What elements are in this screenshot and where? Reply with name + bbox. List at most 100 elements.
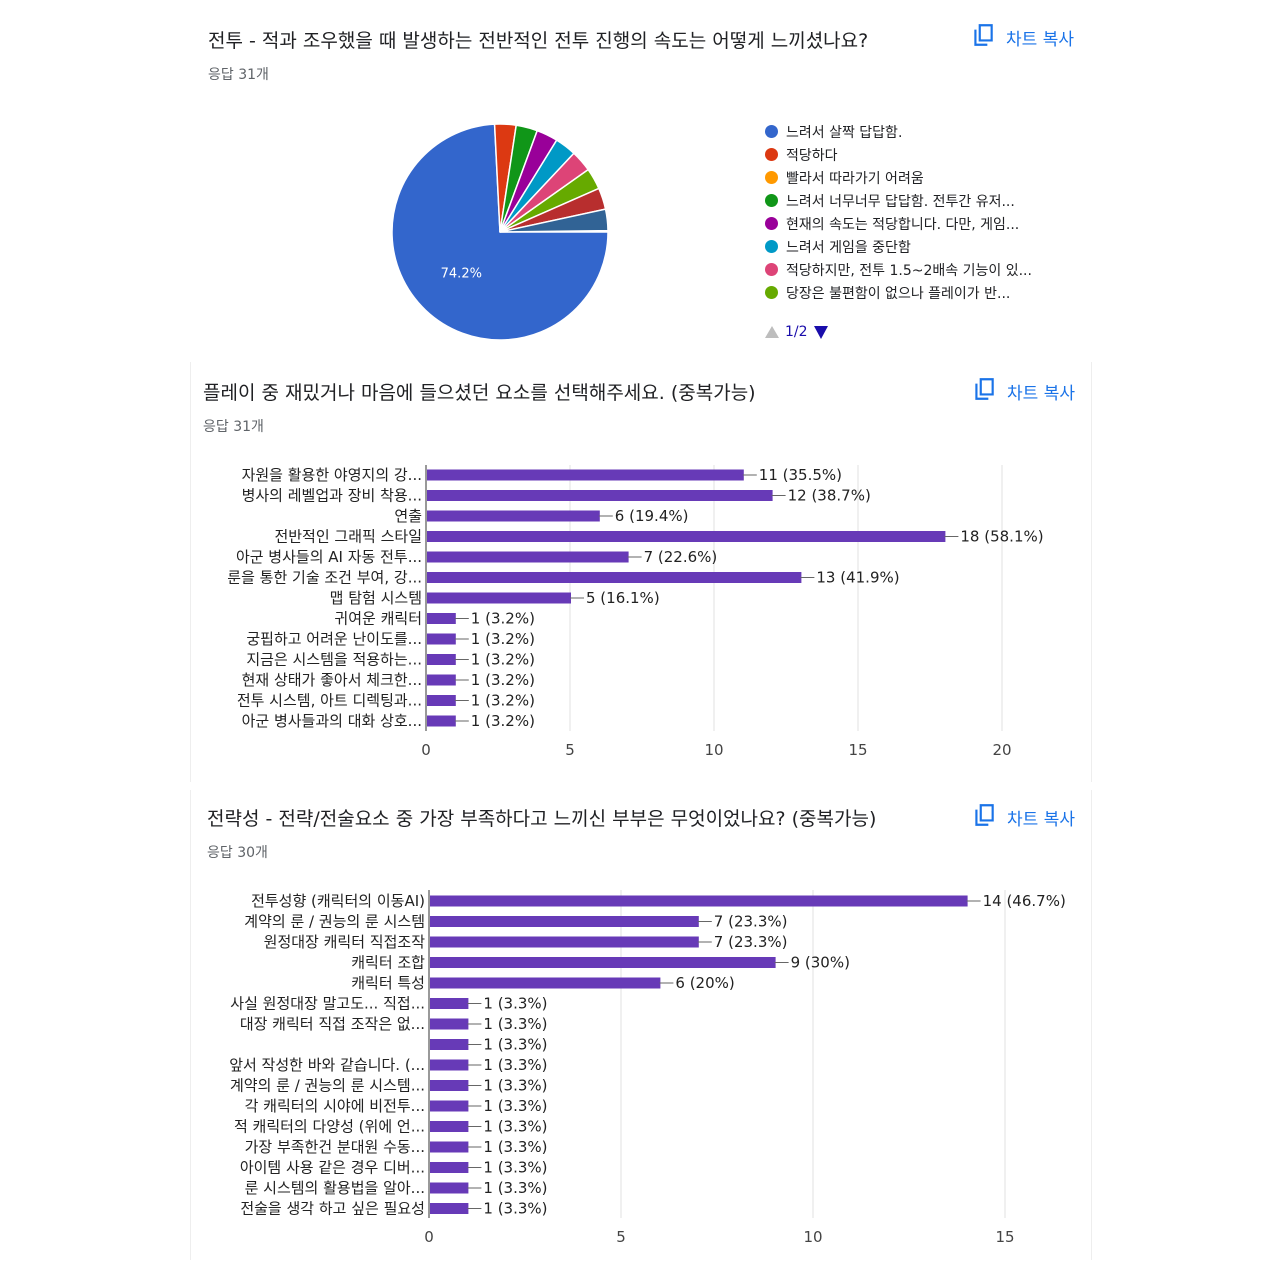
bar: [427, 695, 456, 706]
bar: [430, 1182, 469, 1194]
bar-data-label: 14 (46.7%): [983, 892, 1066, 910]
bar: [427, 613, 456, 624]
copy-chart-label: 차트 복사: [1007, 384, 1075, 404]
legend-swatch: [765, 171, 778, 184]
copy-chart-button[interactable]: 차트 복사: [971, 376, 1075, 407]
pager-down-icon[interactable]: [813, 325, 828, 339]
copy-icon: [971, 802, 997, 833]
pager-up-icon[interactable]: [765, 326, 779, 338]
bar: [430, 1141, 469, 1153]
category-label: 원정대장 캐릭터 직접조작: [264, 933, 426, 951]
category-label: 사실 원정대장 말고도... 직접...: [230, 995, 425, 1013]
bar: [427, 715, 456, 727]
pie-legend: 느려서 살짝 답답함. 적당하다 빨라서 따라가기 어려움 느려서 너무너무 답답함.…: [765, 120, 1032, 304]
bar-data-label: 1 (3.2%): [471, 651, 535, 669]
pie-chart: 74.2%: [390, 122, 610, 342]
bar-data-label: 1 (3.3%): [483, 995, 547, 1013]
bar-data-label: 1 (3.2%): [471, 610, 535, 628]
bar: [430, 998, 469, 1009]
x-tick-label: 15: [848, 741, 867, 759]
legend-item: 현재의 속도는 적당합니다. 다만, 게임...: [765, 212, 1032, 235]
x-tick-label: 0: [421, 741, 431, 759]
bar: [427, 592, 571, 604]
question-card-strategy: 전략성 - 전략/전술요소 중 가장 부족하다고 느끼신 부부은 무엇이었나요?…: [190, 790, 1092, 1260]
question-card-favorites: 플레이 중 재밌거나 마음에 들으셨던 요소를 선택해주세요. (중복가능) 응…: [190, 362, 1092, 782]
category-label: 대장 캐릭터 직접 조작은 없...: [240, 1015, 425, 1033]
bar: [430, 1121, 469, 1132]
bar: [430, 1100, 469, 1112]
bar: [427, 674, 456, 686]
copy-chart-button[interactable]: 차트 복사: [971, 802, 1075, 833]
bar: [427, 490, 773, 501]
x-tick-label: 5: [616, 1228, 626, 1246]
bar-data-label: 1 (3.2%): [471, 712, 535, 730]
x-tick-label: 0: [424, 1228, 434, 1246]
legend-swatch: [765, 148, 778, 161]
bar: [427, 531, 946, 542]
bar-data-label: 1 (3.2%): [471, 630, 535, 648]
category-label: 귀여운 캐릭터: [334, 610, 422, 628]
category-label: 계약의 룬 / 권능의 룬 시스템...: [230, 1077, 425, 1095]
bar: [430, 977, 661, 989]
bar-data-label: 1 (3.3%): [483, 1138, 547, 1156]
category-label: 룬 시스템의 활용법을 알아...: [245, 1179, 425, 1197]
category-label: 아군 병사들의 AI 자동 전투...: [236, 548, 422, 566]
bar-data-label: 1 (3.3%): [483, 1056, 547, 1074]
bar-data-label: 11 (35.5%): [759, 466, 842, 484]
bar: [430, 895, 968, 907]
bar-data-label: 7 (23.3%): [714, 913, 788, 931]
response-count: 응답 31개: [208, 67, 269, 83]
copy-icon: [971, 376, 997, 407]
category-label: 전반적인 그래픽 스타일: [274, 528, 422, 546]
bar-data-label: 9 (30%): [791, 954, 850, 972]
bar-data-label: 7 (23.3%): [714, 933, 788, 951]
legend-pager: 1/2: [765, 324, 828, 340]
question-card-speed: 전투 - 적과 조우했을 때 발생하는 전반적인 전투 진행의 속도는 어떻게 …: [190, 0, 1090, 350]
copy-chart-label: 차트 복사: [1006, 30, 1074, 50]
bar: [427, 572, 802, 583]
bar-data-label: 7 (22.6%): [644, 548, 718, 566]
category-label: 적 캐릭터의 다양성 (위에 언...: [234, 1118, 425, 1136]
bar: [427, 551, 629, 563]
category-label: 아군 병사들과의 대화 상호...: [242, 712, 422, 730]
legend-label: 느려서 게임을 중단함: [786, 239, 911, 256]
legend-swatch: [765, 194, 778, 207]
bar: [430, 1018, 469, 1030]
pager-label: 1/2: [785, 324, 808, 340]
bar-data-label: 6 (20%): [675, 974, 734, 992]
pie-slice-label: 74.2%: [441, 267, 482, 282]
x-tick-label: 10: [803, 1228, 822, 1246]
legend-label: 적당하지만, 전투 1.5~2배속 기능이 있...: [786, 262, 1032, 279]
copy-chart-button[interactable]: 차트 복사: [970, 22, 1074, 53]
bar-data-label: 1 (3.2%): [471, 671, 535, 689]
question-title: 전략성 - 전략/전술요소 중 가장 부족하다고 느끼신 부부은 무엇이었나요?…: [207, 808, 877, 830]
bar-data-label: 5 (16.1%): [586, 589, 660, 607]
bar-data-label: 1 (3.3%): [483, 1036, 547, 1054]
question-title: 플레이 중 재밌거나 마음에 들으셨던 요소를 선택해주세요. (중복가능): [203, 382, 756, 404]
x-tick-label: 5: [565, 741, 575, 759]
category-label: 캐릭터 특성: [351, 974, 425, 992]
bar: [430, 957, 776, 968]
copy-icon: [970, 22, 996, 53]
category-label: 전투성향 (캐릭터의 이동AI): [251, 892, 425, 910]
bar-chart-strategy: 0 5 10 15 14 (46.7%) 전투성향 (캐릭터의 이동AI) 7 (23.3%…: [229, 890, 1066, 1246]
legend-item: 적당하지만, 전투 1.5~2배속 기능이 있...: [765, 258, 1032, 281]
bar: [427, 469, 744, 481]
category-label: 전술을 생각 하고 싶은 필요성: [240, 1200, 425, 1218]
category-label: 룬을 통한 기술 조건 부여, 강...: [227, 569, 422, 587]
category-label: 계약의 룬 / 권능의 룬 시스템: [244, 913, 425, 931]
category-label: 현재 상태가 좋아서 체크한...: [242, 671, 422, 689]
bar-chart-favorites: 0 5 10 15 20 11 (35.5%) 자원을 활용한 야영지의 강... 12 (3…: [227, 465, 1044, 759]
bar-data-label: 1 (3.3%): [483, 1118, 547, 1136]
bar-data-label: 6 (19.4%): [615, 507, 689, 525]
response-count: 응답 30개: [207, 845, 268, 861]
legend-item: 적당하다: [765, 143, 1032, 166]
legend-label: 당장은 불편함이 없으나 플레이가 반...: [786, 285, 1011, 302]
legend-swatch: [765, 286, 778, 299]
legend-swatch: [765, 125, 778, 138]
category-label: 맵 탐험 시스템: [330, 589, 422, 607]
category-label: 자원을 활용한 야영지의 강...: [242, 466, 422, 484]
category-label: 가장 부족한건 분대원 수동...: [245, 1138, 425, 1156]
category-label: 궁핍하고 어려운 난이도를...: [246, 630, 422, 648]
category-label: 전투 시스템, 아트 디렉팅과...: [237, 692, 422, 710]
